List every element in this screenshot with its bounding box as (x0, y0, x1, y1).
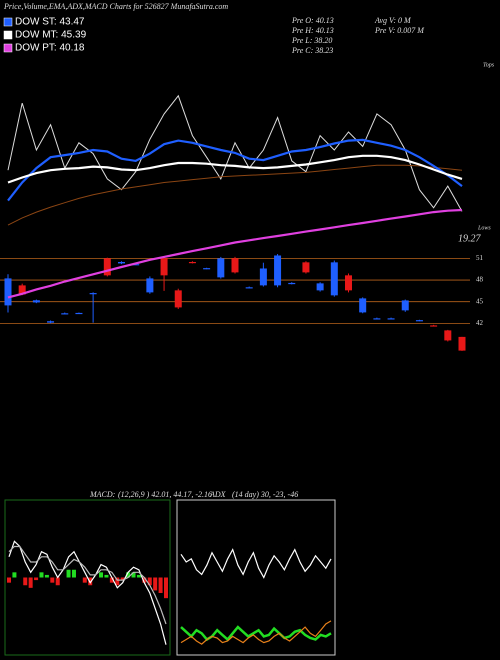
candle-body (89, 293, 97, 295)
y-tick-label: 48 (476, 276, 484, 284)
histogram-bar (23, 577, 28, 586)
line (180, 625, 332, 642)
histogram-bar (82, 577, 87, 583)
info: Pre C: 38.23 (291, 46, 333, 55)
candle-body (316, 283, 324, 291)
annotation: 19.27 (458, 233, 482, 244)
candle-body (75, 312, 83, 315)
candle-body (444, 330, 452, 341)
candle-body (132, 264, 140, 266)
candle-body (330, 262, 338, 296)
panel-title: ADX (209, 490, 227, 499)
histogram-bar (99, 572, 104, 578)
histogram-bar (104, 574, 109, 578)
histogram-bar (120, 577, 125, 581)
info: Pre H: 40.13 (291, 26, 334, 35)
histogram-bar (153, 577, 158, 591)
candle-body (188, 261, 196, 264)
candle-body (359, 298, 367, 313)
panel (176, 499, 336, 656)
histogram-bar (136, 574, 141, 578)
legend-label: DOW ST: 43.47 (15, 17, 85, 28)
candle-body (415, 320, 423, 322)
candle-body (245, 287, 253, 289)
candle-body (160, 258, 168, 276)
legend-swatch (3, 30, 13, 40)
candle-body (345, 275, 352, 291)
candle-body (458, 336, 466, 351)
candle-body (47, 321, 55, 323)
legend-swatch (3, 17, 13, 27)
candle-body (118, 261, 125, 264)
info: Pre V: 0.007 M (374, 26, 425, 35)
histogram-bar (28, 577, 33, 588)
info: Pre L: 38.20 (291, 36, 332, 45)
panel-subtitle: (14 day) 30, -23, -46 (232, 490, 298, 499)
y-tick-label: 42 (476, 319, 484, 327)
histogram-bar (158, 577, 163, 593)
y-tick-label: 45 (476, 297, 484, 305)
histogram-bar (109, 577, 114, 583)
candle-body (302, 262, 310, 273)
histogram-bar (126, 572, 131, 578)
line (7, 94, 463, 212)
histogram-bar (55, 577, 60, 586)
histogram-bar (147, 577, 152, 586)
info: Pre O: 40.13 (291, 16, 334, 25)
histogram-bar (39, 572, 44, 578)
histogram-bar (34, 577, 39, 581)
candle-body (61, 313, 69, 315)
candle-body (231, 258, 239, 273)
candle-body (32, 300, 40, 303)
annotation: Lows (477, 225, 491, 231)
candle-body (288, 282, 296, 285)
histogram-bar (164, 577, 168, 599)
line (7, 208, 463, 299)
candle-body (217, 258, 225, 278)
histogram-bar (131, 572, 136, 578)
candle-body (103, 258, 111, 276)
line (7, 138, 463, 202)
candle-body (401, 300, 409, 311)
histogram-bar (12, 572, 17, 578)
candle-body (203, 268, 211, 270)
candle-body (174, 290, 182, 308)
line (7, 164, 463, 226)
y-tick-label: 51 (476, 254, 484, 262)
candle-body (4, 278, 12, 306)
histogram-bar (66, 569, 71, 578)
candle-body (259, 268, 267, 286)
panel-title: MACD: (89, 490, 116, 499)
histogram-bar (7, 577, 11, 583)
line (8, 545, 167, 625)
histogram-bar (88, 577, 93, 586)
histogram-bar (71, 569, 76, 578)
histogram-bar (142, 577, 147, 583)
line (7, 154, 463, 184)
line (180, 620, 332, 645)
histogram-bar (50, 577, 55, 583)
info: Avg V: 0 M (374, 16, 412, 25)
legend-label: DOW MT: 45.39 (15, 30, 87, 41)
candle-body (274, 255, 282, 286)
line (180, 548, 332, 579)
candle-body (430, 325, 438, 327)
candle-body (146, 278, 154, 293)
legend-swatch (3, 43, 13, 53)
chart-title: Price,Volume,EMA,ADX,MACD Charts for 526… (3, 2, 228, 11)
panel-subtitle: (12,26,9 ) 42.01, 44.17, -2.16 (118, 490, 212, 499)
legend-label: DOW PT: 40.18 (15, 43, 85, 54)
histogram-bar (44, 574, 49, 578)
candle-body (387, 318, 395, 320)
annotation: Tops (483, 62, 495, 68)
candle-body (18, 285, 26, 295)
candle-body (373, 318, 381, 320)
histogram-bar (115, 577, 120, 586)
line (8, 540, 167, 645)
